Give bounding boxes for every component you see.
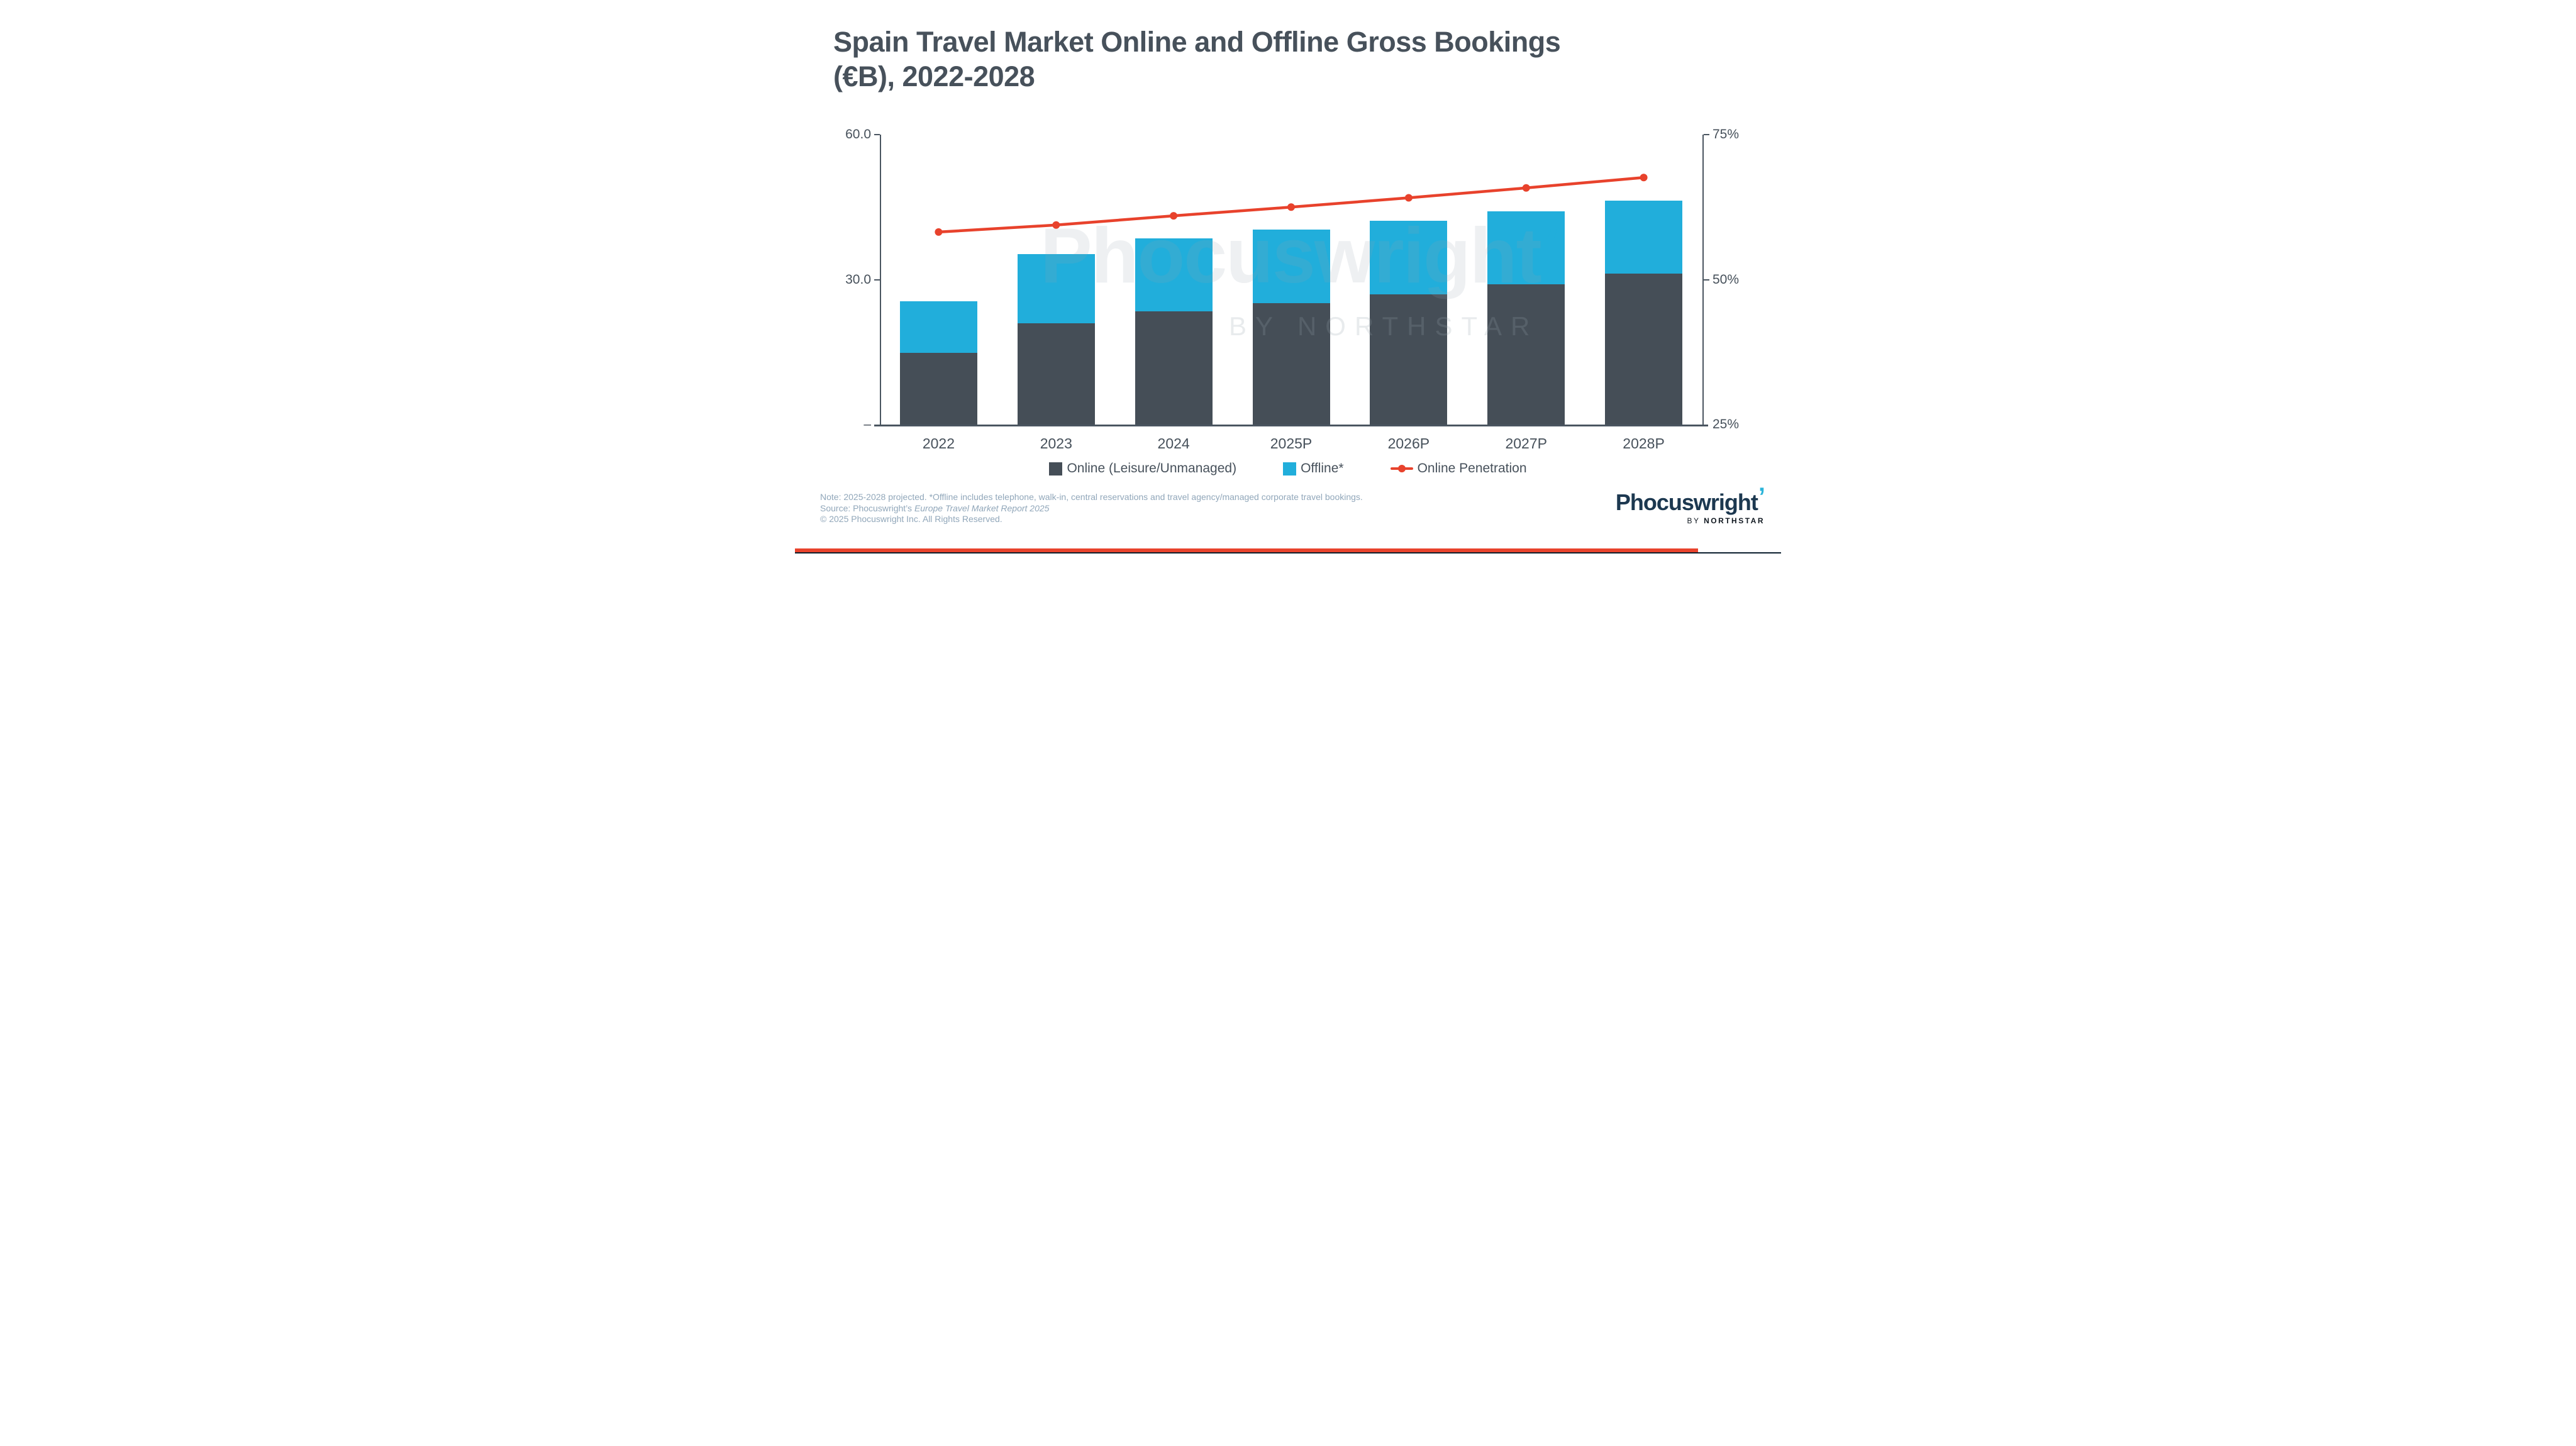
phocuswright-logo: Phocuswright’ BY NORTHSTAR: [1616, 484, 1765, 525]
x-axis-label-2022: 2022: [922, 435, 955, 452]
legend-swatch-icon: [1049, 462, 1063, 476]
legend-label: Online Penetration: [1417, 461, 1527, 476]
penetration-point-2028P: [1640, 174, 1648, 182]
chart-title: Spain Travel Market Online and Offline G…: [833, 25, 1752, 94]
y-axis-left-line: [880, 135, 881, 425]
y-axis-left-label: 60.0: [845, 127, 871, 142]
x-axis-label-2026P: 2026P: [1387, 435, 1430, 452]
bar-2028P-offline: [1605, 201, 1683, 274]
bar-2027P-offline: [1487, 211, 1565, 285]
bar-2025P-offline: [1252, 230, 1330, 304]
x-axis-label-2025P: 2025P: [1270, 435, 1313, 452]
bar-2026P-online: [1370, 294, 1448, 425]
y-axis-right-line: [1702, 135, 1704, 425]
legend-item-online-penetration: Online Penetration: [1390, 461, 1527, 476]
bar-2023-online: [1017, 323, 1095, 425]
y-axis-right-label: 75%: [1713, 127, 1740, 142]
bar-2023-offline: [1017, 253, 1095, 324]
legend-swatch-icon: [1283, 462, 1297, 476]
y-axis-right-tick: [1704, 134, 1709, 135]
y-axis-right-tick: [1704, 279, 1709, 281]
legend-item-online: Online (Leisure/Unmanaged): [1049, 461, 1236, 476]
x-axis-label-2024: 2024: [1157, 435, 1190, 452]
bar-2025P-online: [1252, 303, 1330, 425]
phocuswright-quote-icon: ’: [1758, 483, 1765, 511]
legend-line-marker-icon: [1390, 462, 1413, 476]
bar-2026P-offline: [1370, 220, 1448, 294]
y-axis-right-label: 50%: [1713, 272, 1740, 287]
bar-2028P-online: [1605, 274, 1683, 425]
slide: Spain Travel Market Online and Offline G…: [795, 0, 1781, 553]
penetration-point-2027P: [1522, 184, 1530, 192]
legend-label: Online (Leisure/Unmanaged): [1067, 461, 1237, 476]
y-axis-left-label: –: [863, 417, 871, 431]
bar-2027P-online: [1487, 284, 1565, 425]
chart-title-line1: Spain Travel Market Online and Offline G…: [833, 26, 1561, 58]
legend-item-offline: Offline*: [1283, 461, 1344, 476]
bar-2024-online: [1135, 311, 1213, 425]
footnote-copyright: © 2025 Phocuswright Inc. All Rights Rese…: [820, 514, 1002, 525]
y-axis-left-tick: [874, 279, 880, 281]
online-penetration-line: [935, 174, 1648, 236]
penetration-point-2022: [935, 228, 943, 236]
bar-2022-offline: [899, 301, 977, 353]
phocuswright-logo-text: Phocuswright’: [1615, 483, 1765, 515]
legend-label: Offline*: [1301, 461, 1344, 476]
footnote-source-report: Europe Travel Market Report 2025: [914, 503, 1050, 513]
chart-legend: Online (Leisure/Unmanaged) Offline* Online…: [795, 461, 1781, 476]
penetration-point-2025P: [1287, 203, 1295, 211]
footnote-source: Source: Phocuswright’s Europe Travel Mar…: [820, 503, 1050, 513]
footnote-note: Note: 2025-2028 projected. *Offline incl…: [820, 492, 1363, 502]
x-axis-label-2027P: 2027P: [1505, 435, 1547, 452]
x-axis-baseline: [874, 425, 1708, 426]
x-axis-label-2028P: 2028P: [1623, 435, 1665, 452]
y-axis-left-label: 30.0: [845, 272, 871, 287]
phocuswright-logo-tagline: BY NORTHSTAR: [1687, 516, 1765, 525]
bar-2022-online: [899, 353, 977, 425]
footnotes: Note: 2025-2028 projected. *Offline incl…: [820, 492, 1396, 525]
chart-title-line2: (€B), 2022-2028: [833, 60, 1035, 92]
y-axis-right-label: 25%: [1713, 417, 1740, 431]
bottom-accent-bar-red: [795, 548, 1698, 552]
bar-2024-offline: [1135, 238, 1213, 312]
penetration-point-2023: [1052, 221, 1060, 229]
penetration-point-2024: [1170, 212, 1178, 220]
bottom-accent-bar-navy: [795, 552, 1781, 553]
y-axis-left-tick: [874, 134, 880, 135]
penetration-point-2026P: [1404, 194, 1413, 202]
x-axis-label-2023: 2023: [1040, 435, 1072, 452]
